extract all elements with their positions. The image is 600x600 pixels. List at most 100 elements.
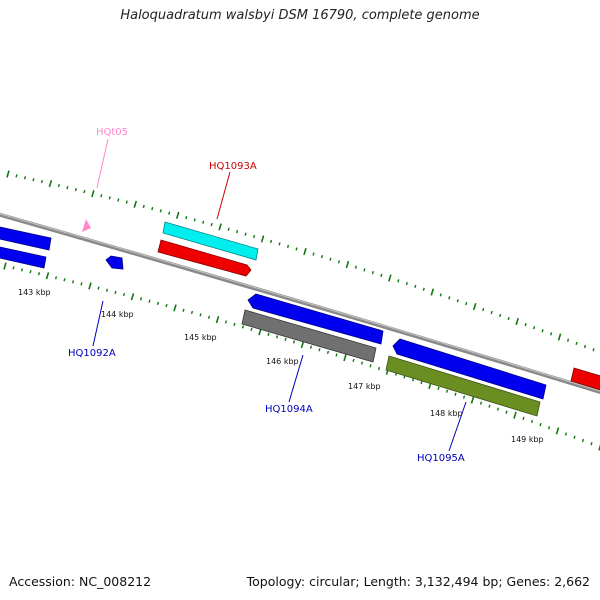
outer-ring-minor-tick <box>490 310 493 315</box>
inner-ring-minor-tick <box>411 378 415 382</box>
outer-ring-minor-tick <box>524 322 527 327</box>
outer-ring-minor-tick <box>32 178 35 182</box>
cog-olive-feature[interactable] <box>385 355 541 417</box>
outer-ring-minor-tick <box>66 185 69 190</box>
hqt05-leader-line <box>96 138 109 189</box>
inner-ring-major-tick <box>45 272 50 280</box>
inner-ring-major-tick <box>343 354 347 362</box>
outer-ring-minor-tick <box>227 227 230 231</box>
outer-ring-minor-tick <box>74 187 77 192</box>
inner-ring-minor-tick <box>564 432 568 436</box>
cog-red-feature-right[interactable] <box>570 367 600 391</box>
outer-ring-minor-tick <box>439 293 442 297</box>
cds-left-upper[interactable] <box>0 226 52 251</box>
inner-ring-minor-tick <box>326 350 330 354</box>
inner-ring-minor-tick <box>199 313 202 317</box>
inner-ring-minor-tick <box>377 366 381 371</box>
outer-ring-minor-tick <box>549 332 553 336</box>
outer-ring-minor-tick <box>456 299 459 303</box>
tick-label-146: 146 kbp <box>266 357 299 366</box>
outer-ring-minor-tick <box>269 239 273 244</box>
hq1092a-leader-line <box>92 300 104 347</box>
inner-ring-minor-tick <box>207 315 211 319</box>
inner-ring-minor-tick <box>139 297 143 301</box>
outer-ring-minor-tick <box>295 247 298 251</box>
outer-ring-minor-tick <box>142 204 145 209</box>
outer-ring-minor-tick <box>448 296 451 300</box>
outer-ring-minor-tick <box>40 180 44 184</box>
hq1095a-leader-line <box>448 401 467 452</box>
inner-ring-major-tick <box>215 316 220 324</box>
outer-ring-minor-tick <box>592 348 595 352</box>
outer-ring-minor-tick <box>252 234 256 239</box>
outer-ring-minor-tick <box>465 301 468 306</box>
inner-ring-minor-tick <box>547 426 551 430</box>
inner-ring-major-tick <box>598 444 600 451</box>
outer-ring-minor-tick <box>575 341 578 345</box>
inner-ring-minor-tick <box>267 332 270 336</box>
inner-ring-minor-tick <box>284 337 287 342</box>
inner-ring-minor-tick <box>437 386 440 391</box>
cds-hq1094a[interactable] <box>247 293 384 345</box>
outer-ring-minor-tick <box>83 189 86 194</box>
genome-backbone-highlight <box>0 213 600 392</box>
outer-tick-ring <box>6 170 595 352</box>
tick-label-147: 147 kbp <box>348 382 381 391</box>
inner-ring-minor-tick <box>71 280 75 284</box>
outer-ring-minor-tick <box>533 326 536 330</box>
cog-gray-feature[interactable] <box>241 309 377 363</box>
inner-ring-major-tick <box>555 427 560 435</box>
inner-ring-minor-tick <box>233 322 236 327</box>
outer-ring-minor-tick <box>159 209 162 213</box>
cds-left-lower[interactable] <box>0 246 47 269</box>
hq1094a-leader-line <box>288 354 304 403</box>
outer-ring-major-tick <box>303 247 307 256</box>
outer-ring-minor-tick <box>405 281 408 286</box>
genome-summary-text: Topology: circular; Length: 3,132,494 bp… <box>246 574 590 589</box>
inner-ring-minor-tick <box>80 282 83 286</box>
inner-ring-minor-tick <box>156 301 160 306</box>
outer-ring-minor-tick <box>185 215 188 220</box>
outer-ring-major-tick <box>260 235 265 243</box>
cds-hq1095a[interactable] <box>392 338 547 400</box>
genome-backbone <box>0 212 600 395</box>
cog-cyan-feature[interactable] <box>162 221 259 261</box>
inner-ring-minor-tick <box>479 401 483 405</box>
outer-ring-major-tick <box>515 317 519 326</box>
inner-ring-minor-tick <box>505 410 508 414</box>
map-title: Haloquadratum walsbyi DSM 16790, complet… <box>120 8 480 23</box>
cog-red-feature-hq1093a[interactable] <box>157 239 252 277</box>
inner-ring-minor-tick <box>224 320 228 324</box>
inner-ring-major-tick <box>470 396 475 404</box>
tick-label-148: 148 kbp <box>430 409 463 418</box>
inner-ring-minor-tick <box>190 310 194 315</box>
cds-hq1092a[interactable] <box>105 255 124 270</box>
outer-ring-minor-tick <box>108 196 111 200</box>
outer-ring-minor-tick <box>168 211 171 215</box>
outer-ring-minor-tick <box>23 176 27 180</box>
inner-ring-minor-tick <box>275 335 279 339</box>
trna-hqt05-marker[interactable] <box>82 219 91 232</box>
tick-label-149: 149 kbp <box>511 435 544 444</box>
inner-ring-minor-tick <box>360 361 364 365</box>
inner-ring-minor-tick <box>369 364 372 368</box>
hq1093a-label: HQ1093A <box>209 161 257 172</box>
inner-ring-minor-tick <box>573 435 576 439</box>
inner-ring-minor-tick <box>29 270 32 274</box>
outer-ring-major-tick <box>430 288 435 296</box>
outer-ring-minor-tick <box>312 252 315 256</box>
outer-ring-minor-tick <box>15 174 18 178</box>
outer-ring-minor-tick <box>337 260 341 264</box>
inner-ring-minor-tick <box>581 438 585 443</box>
outer-ring-minor-tick <box>210 222 213 227</box>
inner-ring-minor-tick <box>122 292 126 297</box>
inner-ring-minor-tick <box>114 290 117 294</box>
outer-ring-minor-tick <box>397 279 400 283</box>
inner-ring-minor-tick <box>250 327 253 331</box>
outer-ring-minor-tick <box>286 244 290 249</box>
inner-ring-minor-tick <box>462 395 466 399</box>
outer-ring-minor-tick <box>244 232 247 236</box>
inner-ring-minor-tick <box>148 299 151 303</box>
outer-ring-minor-tick <box>57 183 61 188</box>
